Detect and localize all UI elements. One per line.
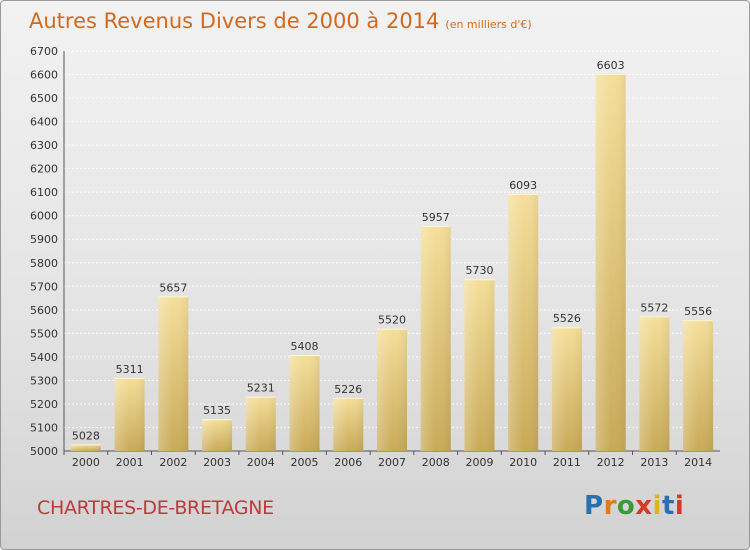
- value-label-2004: 5231: [247, 382, 275, 395]
- y-tick-label: 6500: [30, 92, 58, 105]
- value-label-2007: 5520: [378, 314, 406, 327]
- chart-title: Autres Revenus Divers de 2000 à 2014 (en …: [29, 9, 532, 33]
- logo-letter: t: [661, 491, 675, 521]
- value-label-2006: 5226: [334, 383, 362, 396]
- x-tick-label-2008: 2008: [422, 456, 450, 469]
- x-tick-label-2005: 2005: [291, 456, 319, 469]
- x-tick-label-2012: 2012: [597, 456, 625, 469]
- value-label-2012: 6603: [597, 59, 625, 72]
- x-tick-label-2007: 2007: [378, 456, 406, 469]
- x-tick-label-2002: 2002: [159, 456, 187, 469]
- x-tick-label-2013: 2013: [640, 456, 668, 469]
- value-label-2002: 5657: [159, 281, 187, 294]
- labels: 5000 5100 5200 5300 5400 5500 5600 5700 5800 5900…: [30, 45, 712, 469]
- x-tick-label-2014: 2014: [684, 456, 712, 469]
- y-tick-label: 6600: [30, 69, 58, 82]
- bar-shade-2014: [683, 320, 714, 451]
- x-tick-label-2004: 2004: [247, 456, 275, 469]
- bar-shade-2006: [333, 397, 364, 451]
- logo-letter: r: [603, 491, 617, 521]
- x-tick-label-2000: 2000: [72, 456, 100, 469]
- value-label-2000: 5028: [72, 429, 100, 442]
- logo-letter: x: [635, 491, 653, 521]
- bar-shade-2003: [202, 419, 233, 451]
- value-label-2010: 6093: [509, 179, 537, 192]
- value-label-2008: 5957: [422, 211, 450, 224]
- bar-shade-2007: [377, 328, 407, 451]
- y-tick-label: 5100: [30, 421, 58, 434]
- y-tick-label: 5200: [30, 398, 58, 411]
- x-tick-label-2001: 2001: [116, 456, 144, 469]
- x-tick-label-2011: 2011: [553, 456, 581, 469]
- location-name: CHARTRES-DE-BRETAGNE: [37, 497, 274, 519]
- value-label-2003: 5135: [203, 404, 231, 417]
- x-tick-label-2003: 2003: [203, 456, 231, 469]
- y-tick-label: 6000: [30, 210, 58, 223]
- proxiti-logo: Proxiti: [584, 491, 684, 521]
- bar-shade-2008: [420, 225, 451, 451]
- y-tick-label: 5500: [30, 327, 58, 340]
- y-tick-label: 6100: [30, 186, 58, 199]
- x-tick-label-2009: 2009: [465, 456, 493, 469]
- bars: [70, 73, 714, 451]
- y-tick-label: 6400: [30, 116, 58, 129]
- value-label-2005: 5408: [291, 340, 319, 353]
- chart-subtitle: (en milliers d'€): [445, 18, 532, 31]
- value-label-2001: 5311: [116, 363, 144, 376]
- y-tick-label: 5300: [30, 374, 58, 387]
- bar-shade-2009: [464, 279, 495, 451]
- chart-title-text: Autres Revenus Divers de 2000 à 2014: [29, 9, 440, 33]
- y-tick-label: 5700: [30, 280, 58, 293]
- value-label-2009: 5730: [465, 264, 493, 277]
- value-label-2014: 5556: [684, 305, 712, 318]
- bar-shade-2004: [245, 396, 276, 451]
- bar-shade-2001: [114, 377, 145, 451]
- y-tick-label: 5000: [30, 445, 58, 458]
- bar-shade-2002: [158, 296, 189, 451]
- logo-letter: i: [674, 491, 685, 521]
- y-tick-label: 6300: [30, 139, 58, 152]
- value-label-2011: 5526: [553, 312, 581, 325]
- bar-shade-2000: [70, 444, 101, 451]
- y-tick-label: 5800: [30, 257, 58, 270]
- bar-shade-2013: [639, 316, 670, 451]
- x-tick-label-2006: 2006: [334, 456, 362, 469]
- y-tick-label: 5600: [30, 304, 58, 317]
- y-tick-label: 6200: [30, 163, 58, 176]
- logo-letter: P: [584, 491, 604, 521]
- y-tick-label: 5900: [30, 233, 58, 246]
- y-tick-label: 5400: [30, 351, 58, 364]
- logo-letter: i: [652, 491, 662, 521]
- bar-shade-2011: [551, 327, 582, 451]
- bar-shade-2010: [508, 193, 539, 451]
- logo-letter: o: [616, 491, 636, 521]
- bar-shade-2012: [595, 73, 626, 451]
- x-tick-label-2010: 2010: [509, 456, 537, 469]
- y-tick-label: 6700: [30, 45, 58, 58]
- value-label-2013: 5572: [640, 301, 668, 314]
- bar-shade-2005: [289, 355, 320, 451]
